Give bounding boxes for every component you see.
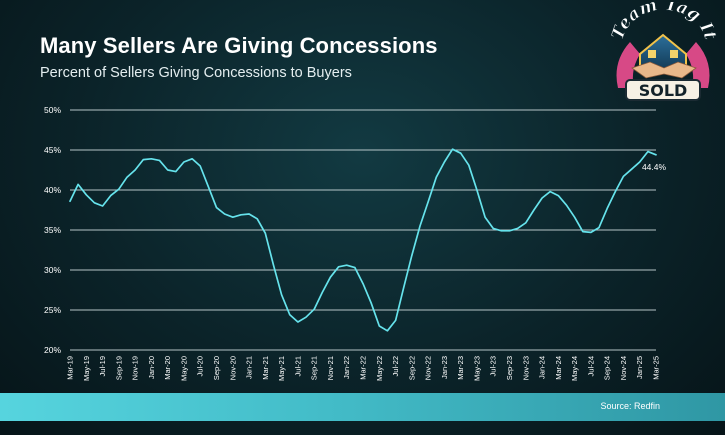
logo-right-ribbon: [686, 42, 710, 88]
x-tick-label: Jan-21: [245, 356, 254, 379]
x-tick-label: Sep-23: [505, 356, 514, 380]
x-tick-label: Mar-22: [359, 356, 368, 380]
x-tick-label: Mar-25: [652, 356, 661, 380]
x-tick-label: Mar-19: [66, 356, 75, 380]
data-label-last: 44.4%: [642, 162, 667, 172]
x-tick-label: May-23: [472, 356, 481, 381]
team-tag-it-sold-logo: Team Tag It SOLD: [608, 2, 721, 101]
y-tick-label: 25%: [44, 305, 61, 315]
x-tick-label: Sep-19: [114, 356, 123, 380]
x-tick-label: Jul-23: [489, 356, 498, 376]
x-tick-label: Jul-24: [586, 356, 595, 376]
x-tick-label: Jan-24: [538, 356, 547, 379]
x-tick-label: Jan-25: [635, 356, 644, 379]
chart-title: Many Sellers Are Giving Concessions: [40, 33, 438, 58]
y-tick-label: 35%: [44, 225, 61, 235]
x-tick-label: Mar-21: [261, 356, 270, 380]
x-tick-label: Jul-19: [98, 356, 107, 376]
x-tick-label: May-24: [570, 356, 579, 381]
x-tick-label: May-21: [277, 356, 286, 381]
handshake-icon: [631, 61, 697, 79]
series-line: [69, 148, 657, 332]
y-tick-label: 20%: [44, 345, 61, 355]
y-tick-label: 40%: [44, 185, 61, 195]
annotations: 44.4%: [642, 162, 667, 172]
y-axis-ticks: 20% 25% 30% 35% 40% 45% 50%: [44, 105, 61, 355]
sold-plate: [625, 79, 701, 101]
gridlines: [70, 109, 656, 351]
x-tick-label: May-22: [375, 356, 384, 381]
x-tick-label: Mar-20: [163, 356, 172, 380]
y-tick-label: 45%: [44, 145, 61, 155]
x-tick-label: Nov-20: [228, 356, 237, 380]
window-icon: [670, 50, 678, 58]
footer-bar: Source: Redfin: [0, 393, 725, 421]
y-tick-label: 50%: [44, 105, 61, 115]
x-tick-label: Nov-23: [521, 356, 530, 380]
y-tick-label: 30%: [44, 265, 61, 275]
series-layer: [69, 148, 657, 332]
x-tick-label: Jan-23: [440, 356, 449, 379]
source-note: Source: Redfin: [600, 401, 660, 411]
chart-subtitle: Percent of Sellers Giving Concessions to…: [40, 65, 352, 81]
x-tick-label: Nov-22: [424, 356, 433, 380]
logo-text-sold: SOLD: [639, 81, 688, 100]
x-tick-label: Jul-22: [391, 356, 400, 376]
x-tick-label: Nov-21: [326, 356, 335, 380]
x-tick-label: Sep-20: [212, 356, 221, 380]
x-tick-label: Jul-21: [293, 356, 302, 376]
x-tick-label: Jul-20: [196, 356, 205, 376]
x-tick-label: Mar-23: [456, 356, 465, 380]
x-tick-label: Sep-21: [310, 356, 319, 380]
x-tick-label: Mar-24: [554, 356, 563, 380]
x-tick-label: Nov-19: [131, 356, 140, 380]
logo-left-ribbon: [616, 42, 640, 88]
x-tick-label: Sep-24: [603, 356, 612, 380]
x-tick-label: Jan-20: [147, 356, 156, 379]
x-tick-label: May-20: [179, 356, 188, 381]
x-tick-label: Jan-22: [342, 356, 351, 379]
x-tick-label: May-19: [82, 356, 91, 381]
x-tick-label: Sep-22: [407, 356, 416, 380]
x-axis-ticks: Mar-19 May-19 Jul-19 Sep-19 Nov-19 Jan-20 Mar-…: [66, 356, 661, 381]
window-icon: [648, 50, 656, 58]
x-tick-label: Nov-24: [619, 356, 628, 380]
